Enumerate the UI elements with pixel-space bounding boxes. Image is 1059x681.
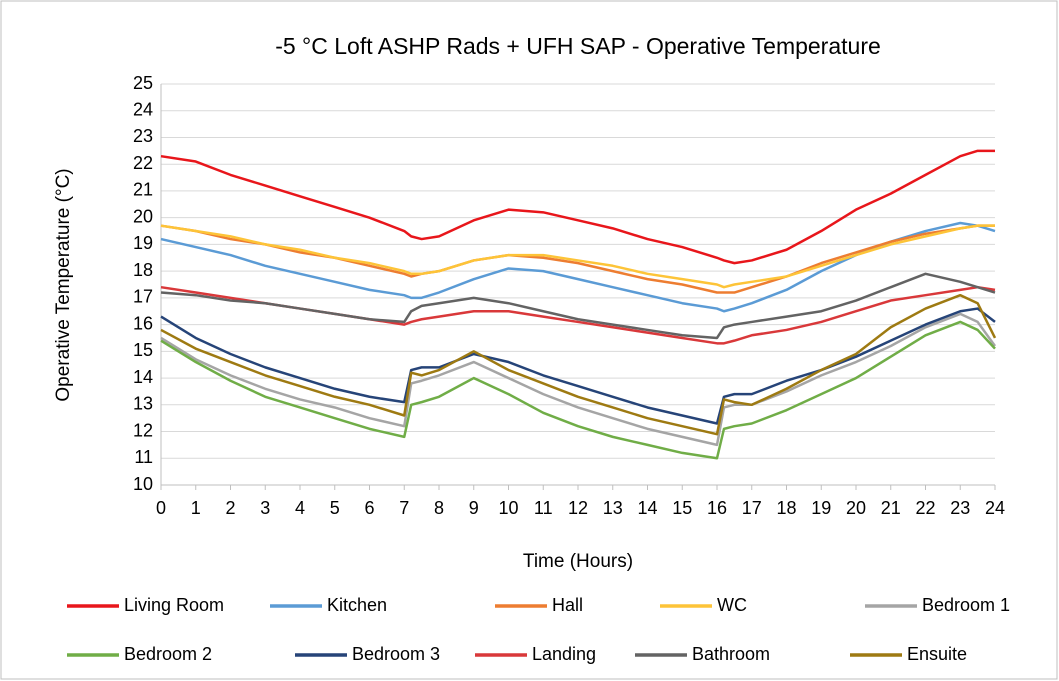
series-line	[160, 312, 997, 447]
legend-label: Bedroom 1	[922, 595, 1010, 615]
y-tick-label: 12	[133, 420, 153, 440]
x-tick-label: 0	[156, 498, 166, 518]
y-tick-label: 15	[133, 340, 153, 360]
x-tick-label: 6	[364, 498, 374, 518]
x-tick-label: 11	[534, 498, 553, 518]
y-tick-label: 13	[133, 394, 153, 414]
y-tick-label: 18	[133, 260, 153, 280]
y-tick-label: 21	[133, 180, 153, 200]
x-tick-label: 18	[776, 498, 796, 518]
x-tick-label: 23	[950, 498, 970, 518]
series-line	[160, 307, 996, 425]
x-tick-label: 9	[469, 498, 479, 518]
x-tick-label: 20	[846, 498, 866, 518]
y-tick-label: 11	[134, 447, 153, 467]
x-tick-label: 13	[603, 498, 623, 518]
x-tick-label: 7	[399, 498, 409, 518]
series-line	[160, 224, 995, 289]
x-axis-title: Time (Hours)	[523, 551, 633, 572]
y-tick-label: 23	[133, 126, 153, 146]
series-line	[160, 272, 996, 340]
x-tick-label: 21	[881, 498, 901, 518]
x-tick-label: 15	[672, 498, 692, 518]
legend-label: Ensuite	[907, 644, 967, 664]
legend-label: Bathroom	[692, 644, 770, 664]
x-tick-label: 12	[568, 498, 588, 518]
chart-title: -5 °C Loft ASHP Rads + UFH SAP - Operati…	[275, 33, 881, 59]
y-tick-label: 19	[133, 233, 153, 253]
x-tick-label: 19	[811, 498, 831, 518]
legend-label: Landing	[532, 644, 596, 664]
y-tick-label: 20	[133, 206, 153, 226]
x-tick-label: 3	[260, 498, 270, 518]
y-tick-label: 25	[133, 73, 153, 93]
y-tick-label: 24	[133, 99, 153, 119]
y-axis-title: Operative Temperature (°C)	[53, 168, 74, 401]
x-tick-label: 5	[330, 498, 340, 518]
y-tick-label: 16	[133, 313, 153, 333]
legend-label: Bedroom 3	[352, 644, 440, 664]
series-line	[160, 320, 996, 460]
y-tick-label: 14	[133, 367, 153, 387]
x-tick-label: 22	[915, 498, 935, 518]
legend-label: Bedroom 2	[124, 644, 212, 664]
series-line	[160, 293, 997, 436]
x-tick-label: 17	[742, 498, 762, 518]
x-tick-label: 14	[637, 498, 657, 518]
x-tick-label: 10	[498, 498, 518, 518]
x-tick-label: 1	[191, 498, 201, 518]
x-tick-label: 2	[225, 498, 235, 518]
legend-label: Hall	[552, 595, 583, 615]
y-tick-label: 17	[133, 287, 153, 307]
legend-label: Kitchen	[327, 595, 387, 615]
y-tick-label: 22	[133, 153, 153, 173]
legend-label: Living Room	[124, 595, 224, 615]
x-tick-label: 24	[985, 498, 1005, 518]
series-line	[160, 149, 995, 265]
legend-label: WC	[717, 595, 747, 615]
y-tick-label: 10	[133, 474, 153, 494]
x-tick-label: 16	[707, 498, 727, 518]
x-tick-label: 4	[295, 498, 305, 518]
x-tick-label: 8	[434, 498, 444, 518]
